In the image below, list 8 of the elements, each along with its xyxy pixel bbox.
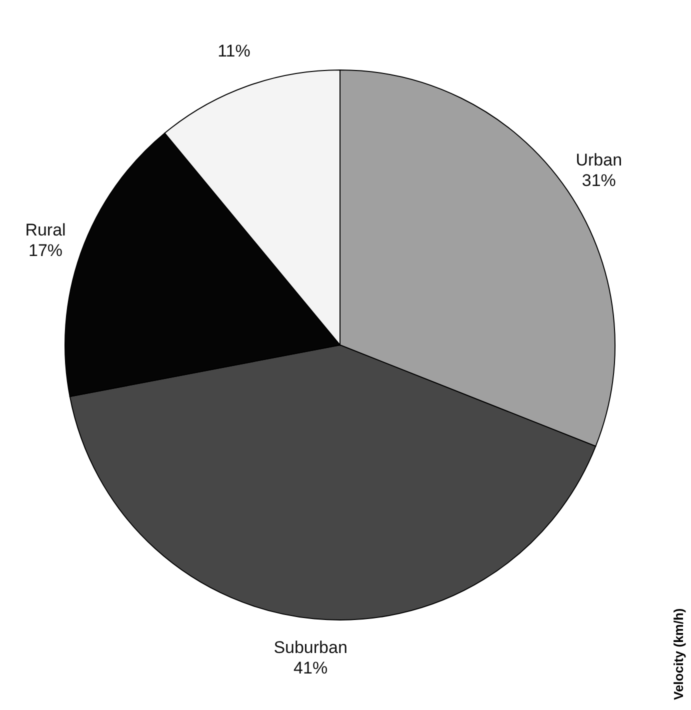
slice-label: Rural xyxy=(25,220,66,240)
data-label: 31% xyxy=(582,171,616,190)
data-label: 11% xyxy=(218,41,250,60)
data-label: 41% xyxy=(294,658,328,678)
slice-label: Urban xyxy=(576,150,622,170)
data-label: 17% xyxy=(28,240,63,260)
text: Velocity (km/h) xyxy=(671,608,686,700)
slice-label: Suburban xyxy=(274,638,348,658)
